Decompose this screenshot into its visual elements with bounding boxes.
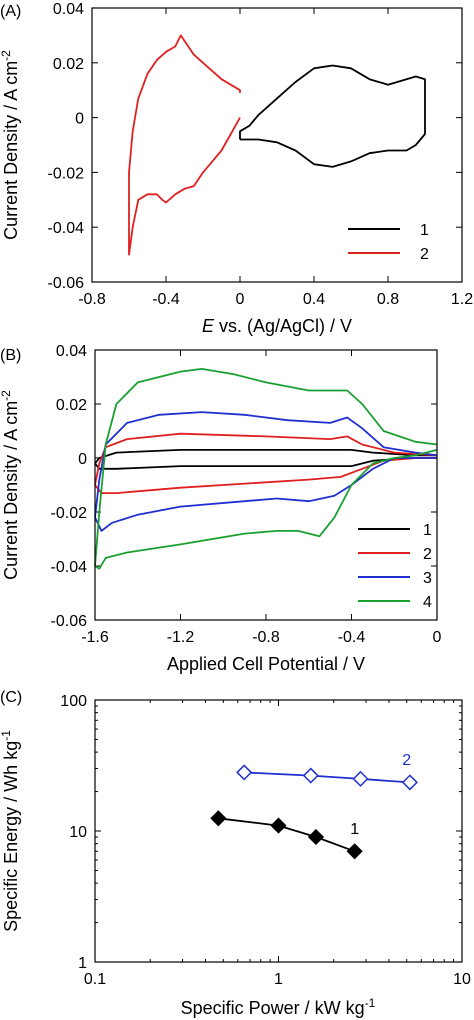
y-tick-label: -0.02 (51, 505, 88, 522)
y-tick-label: 0.02 (53, 56, 84, 73)
panel-c-frame (94, 699, 463, 963)
panel-b: (B) -1.6 -1.2 -0.8 -0.4 0 -0.06 -0.04 -0.02 0 0.0… (0, 343, 442, 674)
x-tick-label: 0.8 (377, 291, 399, 308)
series-1-marker (270, 817, 287, 834)
x-tick-label: 10 (453, 971, 471, 988)
y-tick-label: -0.06 (51, 613, 88, 630)
panel-a-plot-area: -0.8 -0.4 0 0.4 0.8 1.2 -0.06 -0.04 -0.02 0 0.02 0.… (48, 1, 474, 308)
series-4-upper-line (94, 368, 438, 567)
series-1-marker (210, 810, 227, 827)
legend-label-4: 4 (423, 594, 432, 611)
panel-c-label: (C) (0, 689, 22, 706)
series-1-line (218, 817, 355, 853)
series-3-upper-line (94, 411, 438, 518)
series-2-marker (302, 767, 319, 784)
x-tick-label: 0.1 (84, 971, 106, 988)
panel-c-xlabel: Specific Power / kW kg-1 (181, 996, 376, 1018)
x-tick-label: 1.2 (451, 291, 473, 308)
y-tick-label: 1 (78, 955, 87, 972)
series-2-marker (352, 770, 369, 787)
series-2-marker (236, 764, 253, 781)
y-tick-label: 100 (60, 693, 87, 710)
y-tick-label: 0.02 (56, 397, 87, 414)
y-tick-label: -0.06 (48, 275, 85, 292)
legend-label-1: 1 (423, 522, 432, 539)
panel-b-legend: 1 2 3 4 (358, 522, 432, 611)
x-tick-label: 0 (236, 291, 245, 308)
legend-label-2: 2 (423, 546, 432, 563)
series-1-marker (346, 843, 363, 860)
x-tick-label: -0.8 (78, 291, 106, 308)
panel-c-ylabel: Specific Energy / Wh kg-1 (0, 730, 21, 932)
series-2-marker (401, 774, 418, 791)
panel-a-frame (91, 7, 463, 283)
y-tick-label: 10 (69, 824, 87, 841)
series-1-upper-line (94, 449, 437, 464)
legend-label-2: 2 (420, 246, 429, 263)
series-2-label: 2 (402, 752, 411, 769)
x-tick-label: -0.4 (152, 291, 180, 308)
y-tick-label: 0 (75, 111, 84, 128)
y-tick-label: -0.02 (48, 165, 85, 182)
series-1-marker (307, 828, 325, 846)
y-tick-label: 0.04 (56, 343, 87, 360)
legend-label-1: 1 (420, 222, 429, 239)
series-1-label: 1 (350, 821, 359, 838)
x-tick-label: -0.8 (252, 629, 280, 646)
y-tick-label: -0.04 (48, 220, 85, 237)
series-2-lower-line (94, 457, 437, 494)
y-tick-label: -0.04 (51, 559, 88, 576)
series-4-lower-line (94, 449, 438, 570)
y-tick-label: 0 (78, 451, 87, 468)
panel-b-xlabel: Applied Cell Potential / V (167, 654, 365, 674)
legend-label-3: 3 (423, 570, 432, 587)
x-tick-label: -0.4 (338, 629, 366, 646)
panel-b-label: (B) (0, 347, 21, 364)
series-3-lower-line (94, 457, 437, 532)
x-tick-label: 0.4 (303, 291, 325, 308)
panel-a-xlabel: E vs. (Ag/AgCl) / V (202, 316, 352, 336)
panel-a: (A) -0.8 -0.4 0 0.4 0.8 1.2 -0.06 -0.04 -0.02 0 0.… (0, 1, 473, 336)
series-2-line (244, 771, 410, 784)
panel-a-ylabel: Current Density / A cm-2 (0, 50, 21, 240)
x-tick-label: 0 (433, 629, 442, 646)
x-tick-label: -1.6 (81, 629, 109, 646)
panel-b-plot-area: -1.6 -1.2 -0.8 -0.4 0 -0.06 -0.04 -0.02 0 0.02 0.0… (51, 343, 442, 646)
x-tick-label: -1.2 (167, 629, 195, 646)
series-1-line (239, 64, 426, 168)
x-tick-label: 1 (274, 971, 283, 988)
series-2-line (128, 34, 241, 256)
panel-a-legend: 1 2 (348, 222, 429, 263)
panel-b-frame (94, 349, 438, 621)
y-tick-label: 0.04 (53, 1, 84, 18)
panel-b-ylabel: Current Density / A cm-2 (0, 390, 21, 580)
panel-a-label: (A) (0, 3, 21, 20)
